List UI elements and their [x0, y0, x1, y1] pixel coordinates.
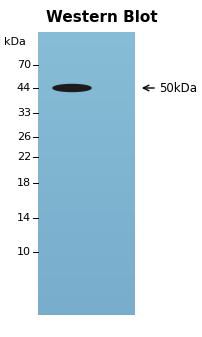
Text: 26: 26 — [17, 132, 31, 142]
Text: 10: 10 — [17, 247, 31, 257]
Text: 70: 70 — [17, 60, 31, 70]
Text: 22: 22 — [17, 152, 31, 162]
Text: kDa: kDa — [4, 37, 26, 47]
Text: 14: 14 — [17, 213, 31, 223]
Ellipse shape — [53, 85, 90, 92]
Text: 44: 44 — [17, 83, 31, 93]
Text: 50kDa: 50kDa — [158, 82, 196, 94]
Text: Western Blot: Western Blot — [45, 10, 157, 26]
Text: 33: 33 — [17, 108, 31, 118]
Text: 18: 18 — [17, 178, 31, 188]
